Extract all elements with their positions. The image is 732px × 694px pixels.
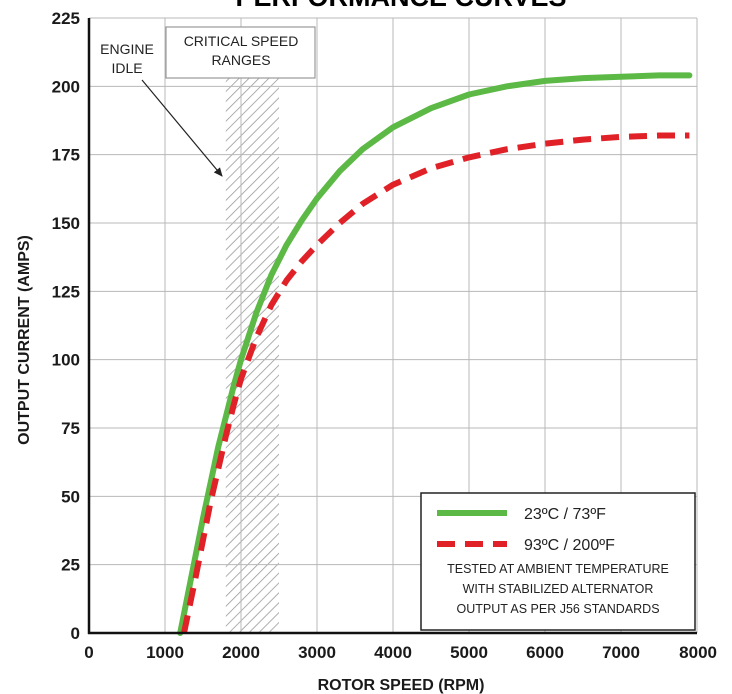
critical-speed-box (165, 26, 316, 79)
test-note-line: TESTED AT AMBIENT TEMPERATURE (447, 562, 669, 576)
test-note-line: OUTPUT AS PER J56 STANDARDS (456, 602, 659, 616)
test-note-line: WITH STABILIZED ALTERNATOR (463, 582, 654, 596)
y-tick-label: 75 (61, 419, 80, 438)
y-axis-label: OUTPUT CURRENT (AMPS) (16, 235, 33, 445)
series-line-0 (177, 72, 693, 636)
x-tick-label: 1000 (146, 643, 184, 662)
y-tick-label: 100 (52, 351, 80, 370)
y-tick-label: 25 (61, 556, 80, 575)
y-tick-label: 150 (52, 214, 80, 233)
y-tick-label: 200 (52, 77, 80, 96)
x-tick-label: 6000 (526, 643, 564, 662)
x-tick-label: 3000 (298, 643, 336, 662)
x-tick-label: 2000 (222, 643, 260, 662)
engine-idle-label: ENGINE IDLE (100, 41, 154, 76)
engine-idle-line: ENGINE (100, 41, 154, 57)
series-line-1 (181, 132, 690, 634)
legend-label-1: 93ºC / 200ºF (524, 537, 615, 554)
x-axis-label: ROTOR SPEED (RPM) (318, 677, 485, 694)
critical-speed-line: RANGES (211, 52, 270, 68)
engine-idle-line: IDLE (111, 60, 142, 76)
x-tick-label: 5000 (450, 643, 488, 662)
engine-idle-arrow (141, 79, 223, 177)
x-tick-label: 8000 (679, 643, 717, 662)
y-tick-label: 225 (52, 9, 80, 28)
x-tick-label: 0 (84, 643, 93, 662)
y-tick-label: 125 (52, 282, 80, 301)
x-tick-label: 7000 (602, 643, 640, 662)
y-tick-label: 50 (61, 487, 80, 506)
critical-speed-line: CRITICAL SPEED (184, 33, 299, 49)
chart-title: PERFORMANCE CURVES (235, 0, 566, 12)
y-tick-label: 0 (71, 624, 80, 643)
y-tick-label: 175 (52, 146, 80, 165)
critical-speed-label: CRITICAL SPEED RANGES (184, 33, 299, 68)
legend-label-0: 23ºC / 73ºF (524, 506, 606, 523)
x-tick-label: 4000 (374, 643, 412, 662)
